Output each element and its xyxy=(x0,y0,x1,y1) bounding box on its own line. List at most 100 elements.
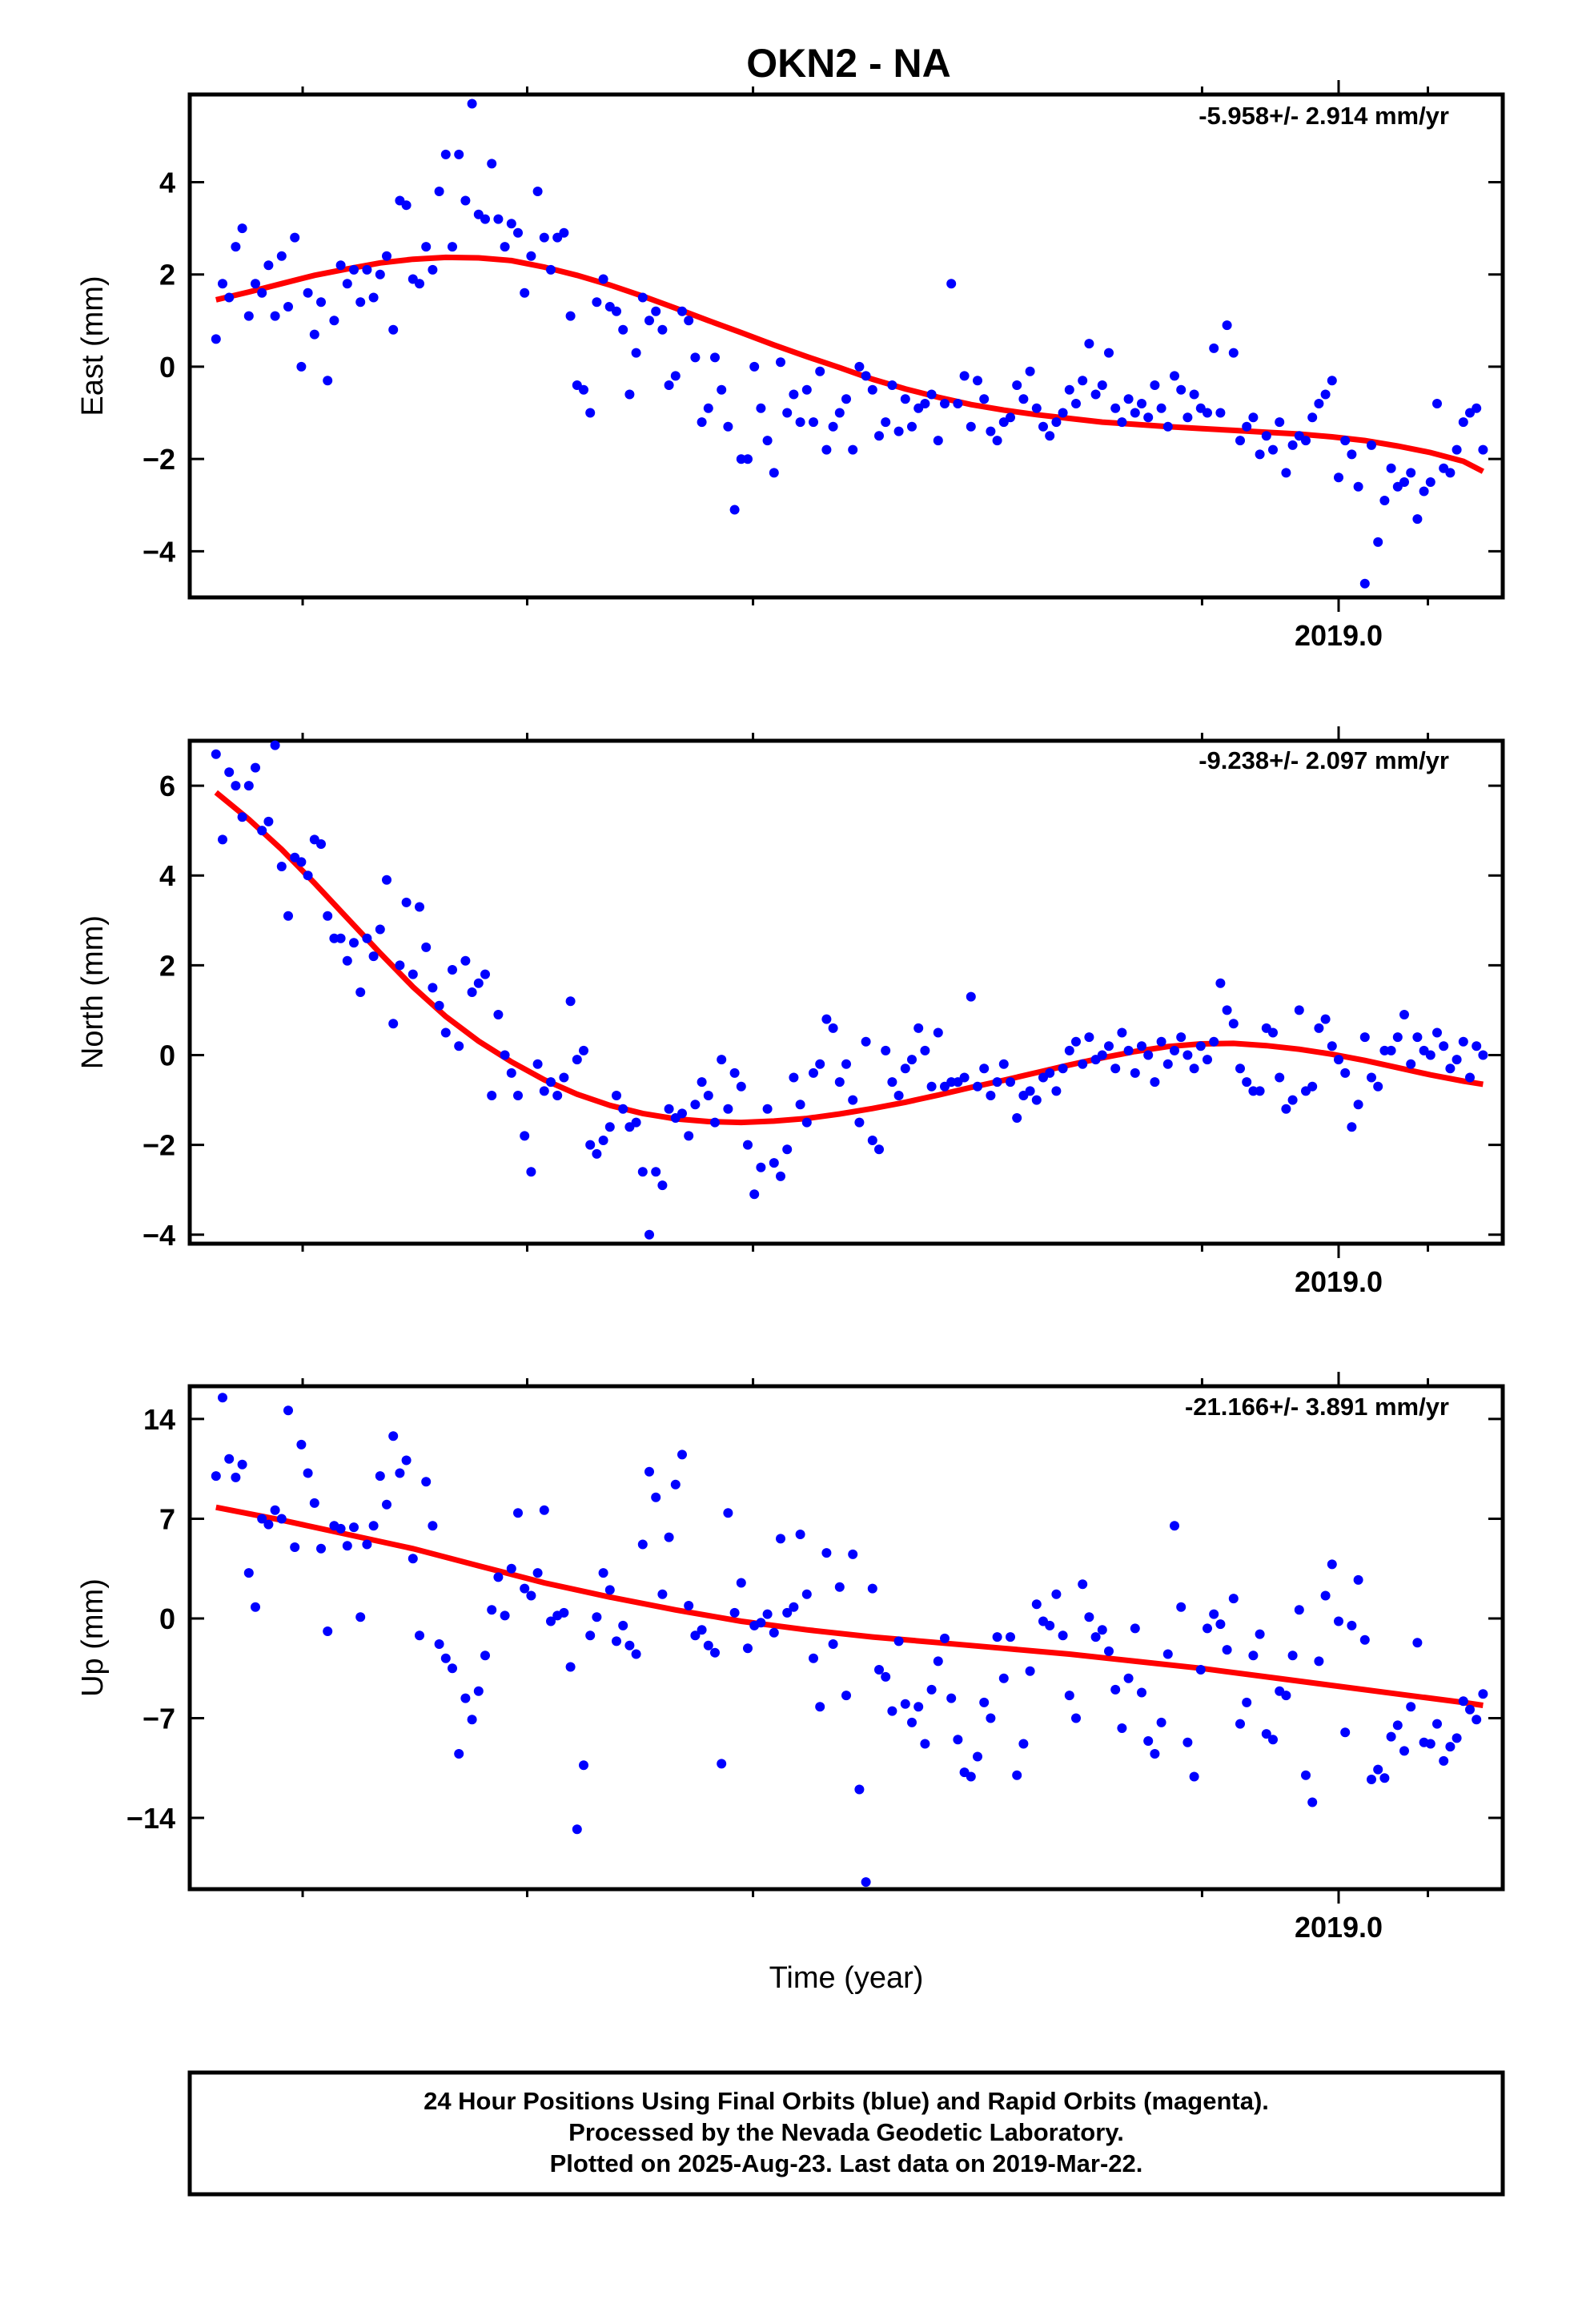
data-point-east xyxy=(848,444,858,455)
data-point-east xyxy=(1327,376,1337,386)
data-point-up xyxy=(349,1522,359,1533)
data-point-east xyxy=(506,219,516,229)
data-point-north xyxy=(368,951,379,962)
data-point-north xyxy=(487,1091,497,1100)
data-point-east xyxy=(946,279,957,289)
data-point-east xyxy=(756,403,766,413)
data-point-up xyxy=(644,1466,654,1477)
data-point-up xyxy=(434,1639,444,1649)
data-point-up xyxy=(467,1715,477,1725)
data-point-north xyxy=(618,1104,628,1114)
data-point-north xyxy=(907,1055,917,1065)
data-point-east xyxy=(664,380,674,390)
data-point-north xyxy=(946,1077,957,1088)
data-point-east xyxy=(513,227,523,238)
data-point-up xyxy=(520,1583,530,1594)
data-point-up xyxy=(1006,1632,1015,1642)
data-point-north xyxy=(795,1100,805,1110)
data-point-north xyxy=(579,1045,588,1055)
data-point-north xyxy=(598,1136,608,1145)
data-point-north xyxy=(1051,1086,1062,1096)
plot-frame-up xyxy=(187,1384,1505,1892)
data-point-east xyxy=(637,292,648,303)
data-point-east xyxy=(1307,412,1318,423)
data-point-north xyxy=(460,955,471,966)
data-point-north xyxy=(231,781,241,791)
data-point-up xyxy=(513,1508,523,1518)
data-point-east xyxy=(1031,403,1042,413)
data-point-up xyxy=(1439,1755,1449,1766)
data-point-north xyxy=(1071,1036,1081,1047)
y-tick-label-east: 0 xyxy=(159,351,175,384)
data-point-up xyxy=(1071,1713,1081,1723)
data-point-north xyxy=(395,960,405,971)
data-point-east xyxy=(1176,384,1186,395)
data-point-east xyxy=(795,417,805,428)
data-point-east xyxy=(1182,412,1193,423)
y-ticks-north: 6 4 2 0 −2 −4 xyxy=(143,770,1503,1252)
data-point-north xyxy=(316,839,326,849)
data-point-north xyxy=(585,1140,596,1150)
data-point-east xyxy=(237,223,247,234)
data-point-up xyxy=(618,1620,628,1630)
data-point-north xyxy=(1386,1045,1396,1055)
data-point-up xyxy=(867,1583,877,1594)
data-point-up xyxy=(973,1751,982,1762)
data-point-east xyxy=(375,269,385,279)
y-tick-label-north: 2 xyxy=(159,949,175,982)
data-point-east xyxy=(1130,408,1140,418)
data-point-north xyxy=(1203,1055,1212,1065)
data-point-east xyxy=(1123,394,1134,404)
data-point-north xyxy=(815,1059,825,1069)
data-point-north xyxy=(821,1014,832,1024)
data-point-north xyxy=(1222,1005,1232,1015)
data-point-up xyxy=(743,1643,753,1654)
data-point-north xyxy=(756,1162,766,1172)
data-point-east xyxy=(1117,417,1127,428)
data-point-north xyxy=(473,978,484,988)
data-point-east xyxy=(644,316,654,326)
data-point-up xyxy=(388,1431,399,1441)
data-point-east xyxy=(841,394,851,404)
data-point-east xyxy=(440,149,451,159)
data-point-up xyxy=(1235,1719,1245,1729)
data-point-north xyxy=(1367,1072,1376,1083)
data-point-east xyxy=(546,264,556,275)
data-point-up xyxy=(1097,1625,1107,1635)
data-point-north xyxy=(1458,1036,1468,1047)
data-point-north xyxy=(1320,1014,1331,1024)
data-point-east xyxy=(986,426,996,436)
data-point-up xyxy=(211,1471,221,1482)
data-point-east xyxy=(900,394,910,404)
data-point-up xyxy=(920,1739,930,1749)
data-point-north xyxy=(251,762,260,773)
data-point-east xyxy=(1268,444,1278,455)
data-point-up xyxy=(887,1706,897,1716)
data-point-north xyxy=(283,911,293,921)
data-point-up xyxy=(966,1771,976,1782)
data-point-east xyxy=(526,251,536,261)
data-point-east xyxy=(762,436,773,446)
data-point-north xyxy=(520,1131,530,1141)
footer-line-3: Plotted on 2025-Aug-23. Last data on 201… xyxy=(550,2149,1143,2177)
data-point-north xyxy=(684,1131,694,1141)
data-point-east xyxy=(323,376,333,386)
data-point-east xyxy=(1399,477,1409,487)
data-point-up xyxy=(395,1468,405,1478)
data-point-east xyxy=(1301,436,1311,446)
data-point-north xyxy=(448,965,457,975)
data-point-north xyxy=(861,1036,871,1047)
data-point-up xyxy=(283,1405,293,1416)
data-point-east xyxy=(401,200,412,211)
data-point-north xyxy=(1012,1113,1022,1123)
data-point-up xyxy=(1025,1666,1035,1676)
data-point-north xyxy=(1064,1045,1074,1055)
data-point-east xyxy=(1406,468,1416,478)
data-point-north xyxy=(1452,1055,1462,1065)
data-point-up xyxy=(1406,1702,1416,1712)
data-point-east xyxy=(874,431,884,441)
data-point-east xyxy=(579,384,588,395)
data-point-north xyxy=(513,1091,523,1100)
data-point-north xyxy=(1340,1068,1351,1078)
data-point-up xyxy=(637,1539,648,1550)
